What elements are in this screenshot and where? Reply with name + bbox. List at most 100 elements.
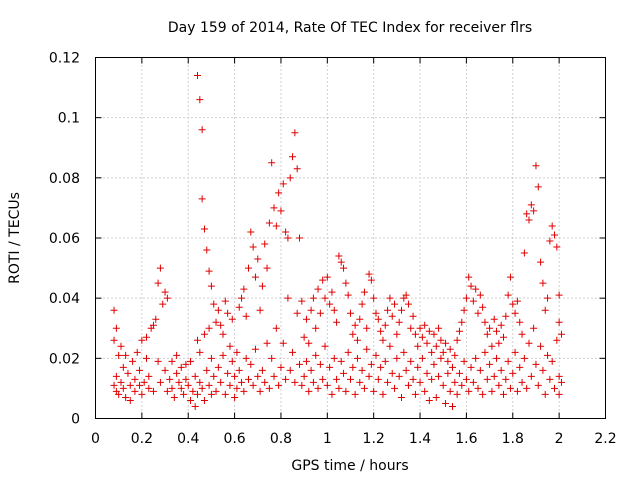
data-point: [462, 294, 470, 302]
data-point: [307, 306, 315, 314]
data-point: [537, 342, 545, 350]
data-point: [541, 390, 549, 398]
data-point: [353, 354, 361, 362]
data-point: [198, 384, 206, 392]
data-point: [112, 324, 120, 332]
data-point: [221, 297, 229, 305]
data-point: [131, 387, 139, 395]
data-point: [446, 345, 454, 353]
data-point: [437, 336, 445, 344]
data-point: [411, 330, 419, 338]
data-point: [532, 360, 540, 368]
data-point: [210, 372, 218, 380]
data-point: [312, 324, 320, 332]
data-point: [381, 357, 389, 365]
data-point: [302, 357, 310, 365]
data-point: [210, 300, 218, 308]
data-point: [379, 336, 387, 344]
data-point: [173, 351, 181, 359]
data-point: [446, 387, 454, 395]
data-point: [282, 375, 290, 383]
data-point: [442, 399, 450, 407]
data-point: [340, 369, 348, 377]
data-point: [377, 327, 385, 335]
data-point: [506, 384, 514, 392]
data-point: [247, 228, 255, 236]
data-point: [455, 369, 463, 377]
data-point: [242, 312, 250, 320]
data-point: [217, 378, 225, 386]
data-point: [351, 321, 359, 329]
data-point: [240, 285, 248, 293]
data-point: [490, 372, 498, 380]
data-point: [156, 378, 164, 386]
data-point: [305, 339, 313, 347]
x-tick-label: 0.8: [270, 431, 292, 447]
data-point: [245, 375, 252, 383]
data-point: [530, 324, 538, 332]
data-point: [314, 285, 322, 293]
data-point: [557, 378, 565, 386]
data-point: [525, 339, 533, 347]
data-point: [145, 384, 153, 392]
data-point: [372, 309, 380, 317]
data-point: [481, 318, 489, 326]
data-point: [548, 222, 556, 230]
data-point: [275, 189, 283, 197]
data-point: [214, 306, 222, 314]
data-point: [298, 381, 306, 389]
data-point: [182, 360, 190, 368]
data-point: [226, 381, 234, 389]
data-point: [474, 384, 482, 392]
data-point: [555, 390, 563, 398]
data-point: [166, 375, 174, 383]
data-point: [344, 291, 352, 299]
data-point: [256, 387, 264, 395]
data-point: [330, 354, 338, 362]
data-point: [233, 384, 241, 392]
data-point: [298, 297, 306, 305]
data-point: [289, 348, 297, 356]
data-point: [520, 249, 528, 257]
data-point: [152, 315, 160, 323]
data-point: [205, 324, 213, 332]
data-point: [474, 309, 482, 317]
data-point: [296, 360, 303, 368]
data-point: [115, 351, 123, 359]
data-point: [428, 348, 436, 356]
data-point: [321, 294, 329, 302]
data-point: [112, 372, 120, 380]
y-tick-label: 0.04: [49, 291, 80, 307]
x-axis-tick-labels: 0 0.2 0.4 0.6 0.8 1 1.2 1.4 1.6 1.8 2 2.2: [91, 431, 617, 447]
data-point: [458, 318, 466, 326]
data-point: [458, 381, 466, 389]
data-point: [258, 282, 266, 290]
y-tick-label: 0.08: [49, 171, 80, 187]
data-point: [205, 267, 213, 275]
data-point: [349, 363, 357, 371]
data-point: [423, 339, 431, 347]
data-point: [416, 324, 424, 332]
data-point: [400, 348, 408, 356]
data-point: [305, 387, 313, 395]
data-point: [279, 180, 287, 188]
data-point: [263, 339, 271, 347]
data-point: [398, 393, 405, 401]
data-point: [513, 387, 521, 395]
data-point: [154, 279, 162, 287]
data-point: [384, 306, 392, 314]
data-point: [388, 369, 396, 377]
data-point: [319, 276, 327, 284]
data-point: [555, 291, 563, 299]
data-point: [409, 312, 417, 320]
data-point: [402, 291, 410, 299]
data-point: [360, 288, 368, 296]
data-point: [316, 360, 324, 368]
data-point: [228, 357, 236, 365]
data-point: [379, 390, 387, 398]
data-point: [335, 252, 343, 260]
data-point: [460, 357, 468, 365]
data-point: [136, 381, 144, 389]
data-point: [353, 336, 361, 344]
